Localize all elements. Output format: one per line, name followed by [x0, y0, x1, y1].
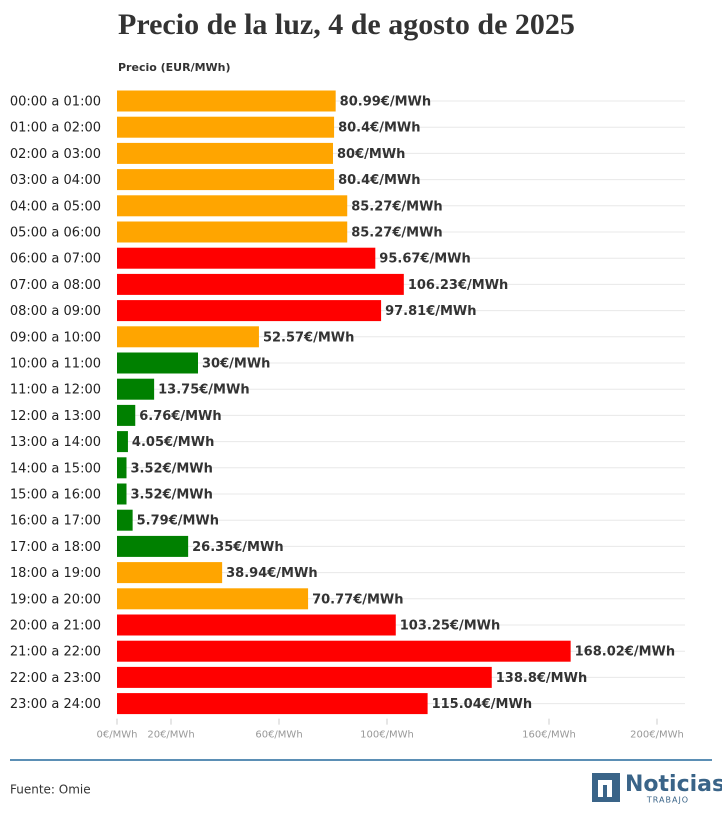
value-label: 85.27€/MWh — [351, 199, 442, 214]
value-label: 80.4€/MWh — [338, 121, 420, 136]
value-label: 38.94€/MWh — [226, 566, 317, 581]
bar — [117, 116, 335, 138]
bar — [117, 693, 428, 715]
axis-title: Precio (EUR/MWh) — [118, 61, 231, 74]
bar — [117, 378, 155, 400]
chart-title: Precio de la luz, 4 de agosto de 2025 — [118, 8, 575, 41]
value-label: 80€/MWh — [337, 147, 405, 162]
bar — [117, 273, 404, 295]
bar — [117, 509, 133, 531]
value-label: 6.76€/MWh — [139, 409, 221, 424]
y-tick-label: 05:00 a 06:00 — [10, 226, 101, 241]
y-tick-label: 22:00 a 23:00 — [10, 671, 101, 686]
x-tick-label: 20€/MWh — [147, 730, 194, 741]
value-label: 138.8€/MWh — [496, 671, 587, 686]
y-tick-label: 21:00 a 22:00 — [10, 645, 101, 660]
value-label: 115.04€/MWh — [432, 697, 533, 712]
y-tick-label: 18:00 a 19:00 — [10, 566, 101, 581]
bar — [117, 614, 396, 636]
bar — [117, 300, 382, 322]
value-label: 168.02€/MWh — [575, 645, 676, 660]
bar — [117, 640, 571, 662]
value-label: 26.35€/MWh — [192, 540, 283, 555]
bar — [117, 562, 223, 584]
x-tick-label: 0€/MWh — [97, 730, 138, 741]
value-label: 70.77€/MWh — [312, 592, 403, 607]
bar — [117, 666, 492, 688]
x-tick-label: 200€/MWh — [630, 730, 684, 741]
value-label: 106.23€/MWh — [408, 278, 509, 293]
bar — [117, 195, 348, 217]
value-label: 3.52€/MWh — [131, 461, 213, 476]
value-label: 13.75€/MWh — [158, 383, 249, 398]
y-tick-label: 06:00 a 07:00 — [10, 252, 101, 267]
y-tick-label: 04:00 a 05:00 — [10, 199, 101, 214]
y-tick-label: 03:00 a 04:00 — [10, 173, 101, 188]
bar — [117, 457, 127, 479]
bar — [117, 588, 309, 610]
value-label: 80.4€/MWh — [338, 173, 420, 188]
y-tick-label: 13:00 a 14:00 — [10, 435, 101, 450]
bar — [117, 431, 128, 453]
value-label: 80.99€/MWh — [340, 95, 431, 110]
value-label: 4.05€/MWh — [132, 435, 214, 450]
bar — [117, 535, 189, 557]
bar — [117, 142, 333, 164]
x-tick-label: 100€/MWh — [360, 730, 414, 741]
y-tick-label: 11:00 a 12:00 — [10, 383, 101, 398]
value-label: 97.81€/MWh — [385, 304, 476, 319]
y-tick-label: 19:00 a 20:00 — [10, 592, 101, 607]
source: Fuente: Omie — [10, 783, 91, 797]
logo: Noticias TRABAJO — [592, 772, 722, 805]
bar — [117, 483, 127, 505]
y-tick-label: 20:00 a 21:00 — [10, 619, 101, 634]
logo-sub: TRABAJO — [646, 796, 689, 805]
y-tick-label: 09:00 a 10:00 — [10, 330, 101, 345]
y-tick-label: 10:00 a 11:00 — [10, 357, 101, 372]
bar — [117, 326, 259, 348]
y-tick-label: 00:00 a 01:00 — [10, 95, 101, 110]
bar — [117, 247, 376, 269]
logo-glyph — [598, 780, 612, 797]
logo-name: Noticias — [625, 772, 722, 797]
y-tick-label: 08:00 a 09:00 — [10, 304, 101, 319]
bar — [117, 404, 136, 426]
y-tick-label: 16:00 a 17:00 — [10, 514, 101, 529]
y-tick-label: 17:00 a 18:00 — [10, 540, 101, 555]
y-tick-label: 12:00 a 13:00 — [10, 409, 101, 424]
value-label: 3.52€/MWh — [131, 488, 213, 503]
value-label: 5.79€/MWh — [137, 514, 219, 529]
y-tick-label: 07:00 a 08:00 — [10, 278, 101, 293]
x-tick-label: 60€/MWh — [255, 730, 302, 741]
bar — [117, 221, 348, 243]
bar — [117, 169, 335, 191]
value-label: 52.57€/MWh — [263, 330, 354, 345]
x-tick-label: 160€/MWh — [522, 730, 576, 741]
value-label: 85.27€/MWh — [351, 226, 442, 241]
y-tick-label: 02:00 a 03:00 — [10, 147, 101, 162]
bar — [117, 352, 198, 374]
value-label: 30€/MWh — [202, 357, 270, 372]
y-tick-label: 15:00 a 16:00 — [10, 488, 101, 503]
value-label: 95.67€/MWh — [379, 252, 470, 267]
logo-box — [592, 773, 620, 802]
y-tick-label: 01:00 a 02:00 — [10, 121, 101, 136]
bar — [117, 90, 336, 112]
y-tick-label: 23:00 a 24:00 — [10, 697, 101, 712]
y-tick-label: 14:00 a 15:00 — [10, 461, 101, 476]
value-label: 103.25€/MWh — [400, 619, 501, 634]
